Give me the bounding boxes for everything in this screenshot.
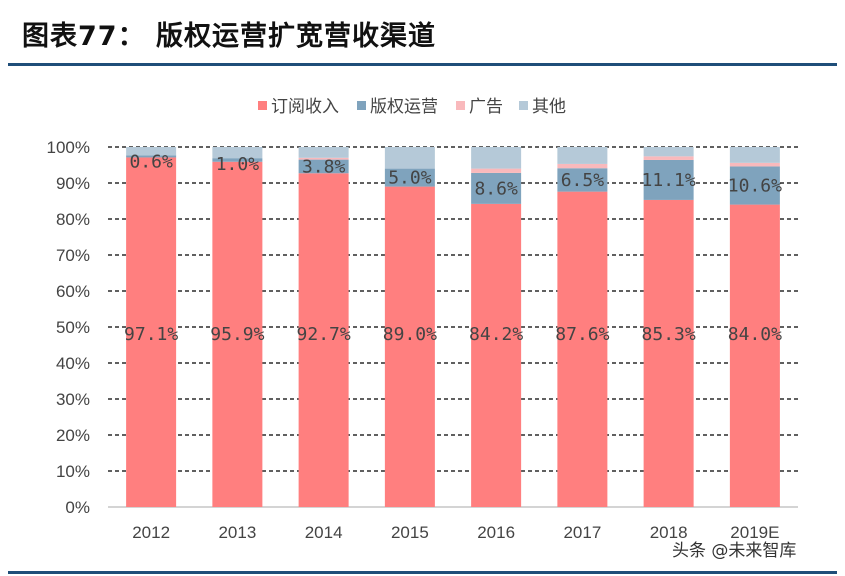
bar-segment-广告 bbox=[643, 156, 694, 160]
data-label: 84.2% bbox=[469, 324, 523, 345]
bar-segment-其他 bbox=[643, 147, 694, 157]
bar-segment-版权运营 bbox=[298, 159, 349, 174]
bar-segment-版权运营 bbox=[126, 155, 177, 158]
y-tick-label: 50% bbox=[56, 318, 90, 337]
legend-label: 其他 bbox=[532, 97, 566, 117]
bar-segment-其他 bbox=[126, 147, 177, 156]
bar-segment-版权运营 bbox=[384, 168, 435, 187]
chart-title: 图表77： 版权运营扩宽营收渠道 bbox=[22, 21, 436, 52]
y-tick-label: 20% bbox=[56, 426, 90, 445]
data-label: 1.0% bbox=[216, 154, 260, 175]
x-tick-label: 2012 bbox=[132, 523, 170, 542]
bar-segment-订阅收入 bbox=[471, 203, 522, 507]
y-tick-label: 40% bbox=[56, 354, 90, 373]
y-tick-label: 0% bbox=[65, 498, 90, 517]
data-label: 6.5% bbox=[561, 170, 605, 191]
data-label: 97.1% bbox=[124, 324, 178, 345]
data-label: 84.0% bbox=[728, 324, 782, 345]
bar-segment-版权运营 bbox=[729, 166, 780, 205]
bar-segment-订阅收入 bbox=[384, 186, 435, 507]
bar-segment-其他 bbox=[298, 147, 349, 158]
bar-segment-订阅收入 bbox=[729, 204, 780, 507]
x-tick-label: 2019E bbox=[730, 523, 779, 542]
y-tick-label: 80% bbox=[56, 210, 90, 229]
bar-segment-订阅收入 bbox=[643, 199, 694, 508]
x-tick-label: 2018 bbox=[650, 523, 688, 542]
x-tick-label: 2017 bbox=[563, 523, 601, 542]
bar-segment-其他 bbox=[729, 147, 780, 163]
x-tick-label: 2015 bbox=[391, 523, 429, 542]
data-label: 92.7% bbox=[297, 324, 351, 345]
bar-segment-版权运营 bbox=[471, 172, 522, 204]
watermark: 头条 @未来智库 bbox=[672, 541, 797, 561]
bar-segment-其他 bbox=[212, 147, 263, 159]
bar-segment-版权运营 bbox=[557, 168, 608, 192]
bar-segment-订阅收入 bbox=[557, 191, 608, 507]
legend-label: 广告 bbox=[469, 97, 503, 117]
legend-swatch bbox=[519, 101, 528, 110]
bar-segment-广告 bbox=[471, 168, 522, 173]
data-label: 87.6% bbox=[555, 324, 609, 345]
legend-swatch bbox=[357, 101, 366, 110]
bar-segment-其他 bbox=[471, 147, 522, 169]
data-label: 3.8% bbox=[302, 156, 346, 177]
y-tick-label: 70% bbox=[56, 246, 90, 265]
bar-segment-版权运营 bbox=[643, 159, 694, 200]
data-label: 10.6% bbox=[728, 176, 782, 197]
x-tick-label: 2014 bbox=[305, 523, 343, 542]
y-tick-label: 90% bbox=[56, 174, 90, 193]
x-tick-label: 2013 bbox=[218, 523, 256, 542]
bar-segment-其他 bbox=[557, 147, 608, 164]
data-label: 85.3% bbox=[642, 324, 696, 345]
y-tick-label: 60% bbox=[56, 282, 90, 301]
bar-segment-版权运营 bbox=[212, 158, 263, 162]
data-label: 11.1% bbox=[642, 170, 696, 191]
title-divider bbox=[8, 63, 837, 66]
y-tick-label: 10% bbox=[56, 462, 90, 481]
data-label: 95.9% bbox=[210, 324, 264, 345]
bar-segment-其他 bbox=[384, 147, 435, 169]
legend-label: 订阅收入 bbox=[271, 97, 339, 117]
bar-segment-订阅收入 bbox=[212, 161, 263, 507]
data-label: 5.0% bbox=[388, 168, 432, 189]
data-label: 89.0% bbox=[383, 324, 437, 345]
legend-label: 版权运营 bbox=[370, 97, 438, 117]
bar-segment-广告 bbox=[729, 162, 780, 167]
legend-swatch bbox=[456, 101, 465, 110]
bar-segment-广告 bbox=[557, 163, 608, 169]
y-tick-label: 100% bbox=[47, 138, 90, 157]
bottom-divider bbox=[8, 571, 837, 574]
data-label: 0.6% bbox=[129, 151, 173, 172]
legend-swatch bbox=[258, 101, 267, 110]
bar-segment-订阅收入 bbox=[126, 157, 177, 507]
data-label: 8.6% bbox=[474, 178, 518, 199]
y-tick-label: 30% bbox=[56, 390, 90, 409]
bar-segment-订阅收入 bbox=[298, 173, 349, 507]
x-tick-label: 2016 bbox=[477, 523, 515, 542]
bar-segment-广告 bbox=[298, 157, 349, 160]
